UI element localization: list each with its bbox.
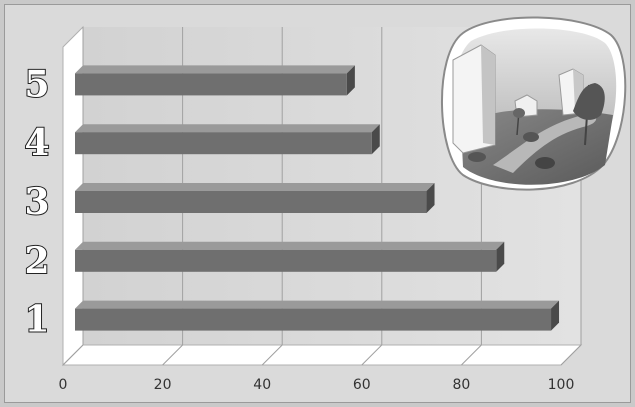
bar-top-face xyxy=(75,65,355,74)
floor-gridline-20 xyxy=(162,344,183,366)
bars-layer xyxy=(75,65,560,331)
bar-front-face xyxy=(75,132,372,155)
bar-top-face xyxy=(75,183,435,191)
chart-frame: 0 20 40 60 80 100 1 2 3 4 5 xyxy=(4,4,631,403)
category-label: 3 xyxy=(24,181,49,223)
floor-gridline-100 xyxy=(560,344,582,366)
plot-floor xyxy=(61,344,583,366)
bar-front-face xyxy=(75,191,427,213)
bar-top-face xyxy=(75,241,505,250)
x-tick-label: 100 xyxy=(548,377,575,393)
bar-1 xyxy=(75,300,560,331)
bar-end-face xyxy=(551,300,560,331)
x-tick-label: 0 xyxy=(59,377,68,393)
floor-gridline-40 xyxy=(261,344,283,366)
bar-front-face xyxy=(75,249,497,272)
x-tick-label: 80 xyxy=(452,377,470,393)
bar-end-face xyxy=(426,183,435,213)
bar-top-face xyxy=(75,124,380,133)
bar-end-face xyxy=(346,65,355,96)
bar-4 xyxy=(75,124,380,155)
floor-gridline-0 xyxy=(62,344,84,366)
bar-front-face xyxy=(75,308,552,331)
bar-end-face xyxy=(496,241,505,272)
category-label: 1 xyxy=(24,299,49,341)
bar-2 xyxy=(75,241,505,272)
bar-chart: 0 20 40 60 80 100 1 2 3 4 5 xyxy=(23,16,627,393)
x-tick-label: 60 xyxy=(353,377,371,393)
x-tick-label: 20 xyxy=(154,377,172,393)
category-label: 2 xyxy=(24,240,49,282)
category-label: 5 xyxy=(24,63,49,105)
bar-top-face xyxy=(75,300,560,309)
bar-3 xyxy=(75,183,435,213)
labels-layer: 0 20 40 60 80 100 1 2 3 4 5 xyxy=(23,62,575,393)
bar-5 xyxy=(75,65,355,96)
floor-gridline-60 xyxy=(361,344,383,366)
city-park-illustration-icon xyxy=(441,16,627,191)
x-tick-label: 40 xyxy=(253,377,271,393)
category-label: 4 xyxy=(24,122,49,164)
floor-gridline-80 xyxy=(461,344,482,366)
bar-front-face xyxy=(75,73,347,96)
bar-end-face xyxy=(371,124,380,155)
